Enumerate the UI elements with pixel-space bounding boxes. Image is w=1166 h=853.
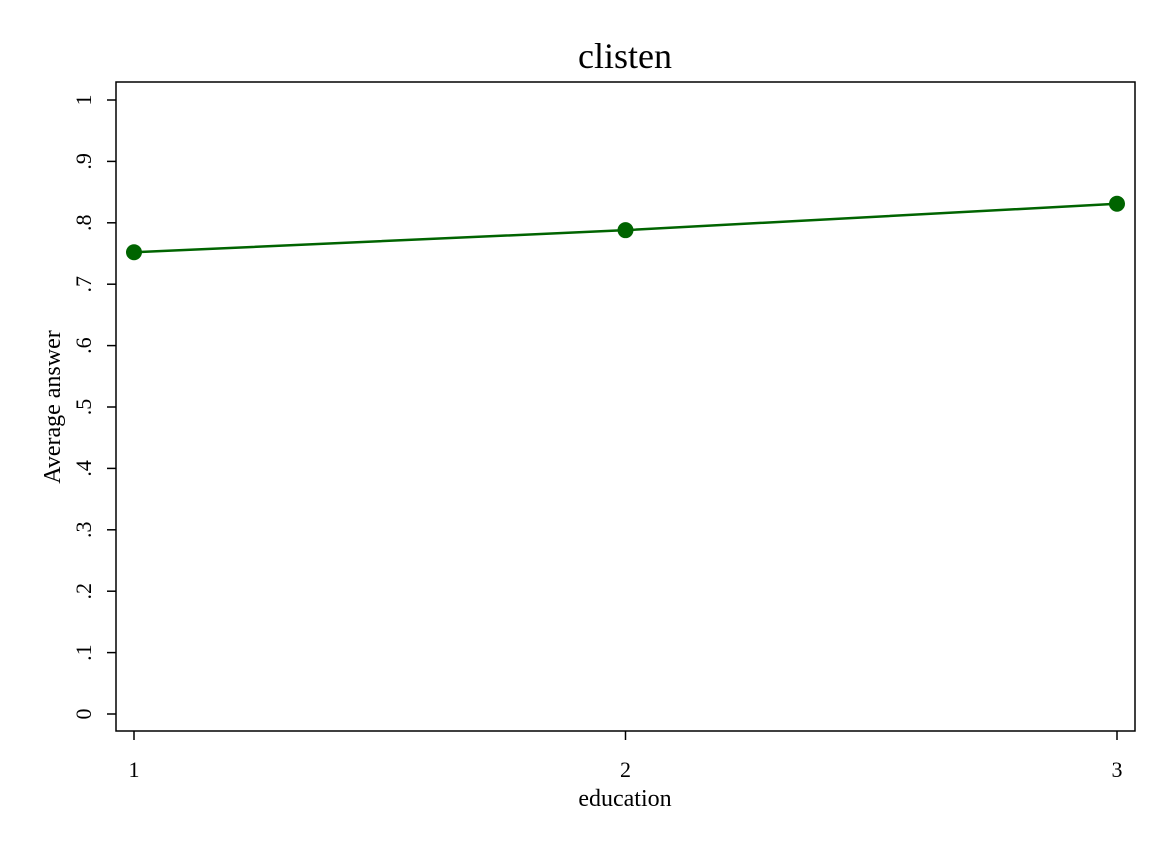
x-axis-ticks: 1 2 3 xyxy=(129,731,1123,782)
data-point-marker xyxy=(1109,195,1125,212)
x-tick-label: 1 xyxy=(129,757,140,782)
y-tick-label: .9 xyxy=(71,153,96,170)
plot-area-frame xyxy=(115,81,1136,732)
y-tick-label: .6 xyxy=(71,337,96,354)
x-tick-label: 2 xyxy=(620,757,631,782)
x-axis-label: education xyxy=(578,786,671,812)
data-point-marker xyxy=(617,222,634,239)
y-tick-label: .8 xyxy=(71,215,96,232)
y-axis-ticks: 0 .1 .2 .3 .4 .5 .6 .7 .8 .9 1 xyxy=(71,95,116,720)
y-tick-label: 0 xyxy=(71,709,96,720)
y-tick-label: .4 xyxy=(71,460,96,477)
x-tick-label: 3 xyxy=(1112,757,1123,782)
y-tick-label: .1 xyxy=(71,644,96,661)
y-tick-label: .5 xyxy=(71,399,96,416)
y-tick-label: 1 xyxy=(71,95,96,106)
y-axis-label: Average answer xyxy=(40,330,66,483)
y-tick-label: .3 xyxy=(71,522,96,539)
y-tick-label: .2 xyxy=(71,583,96,600)
series-layer xyxy=(126,195,1125,261)
data-point-marker xyxy=(126,244,142,261)
chart-title: clisten xyxy=(578,36,672,76)
y-tick-label: .7 xyxy=(71,276,96,293)
